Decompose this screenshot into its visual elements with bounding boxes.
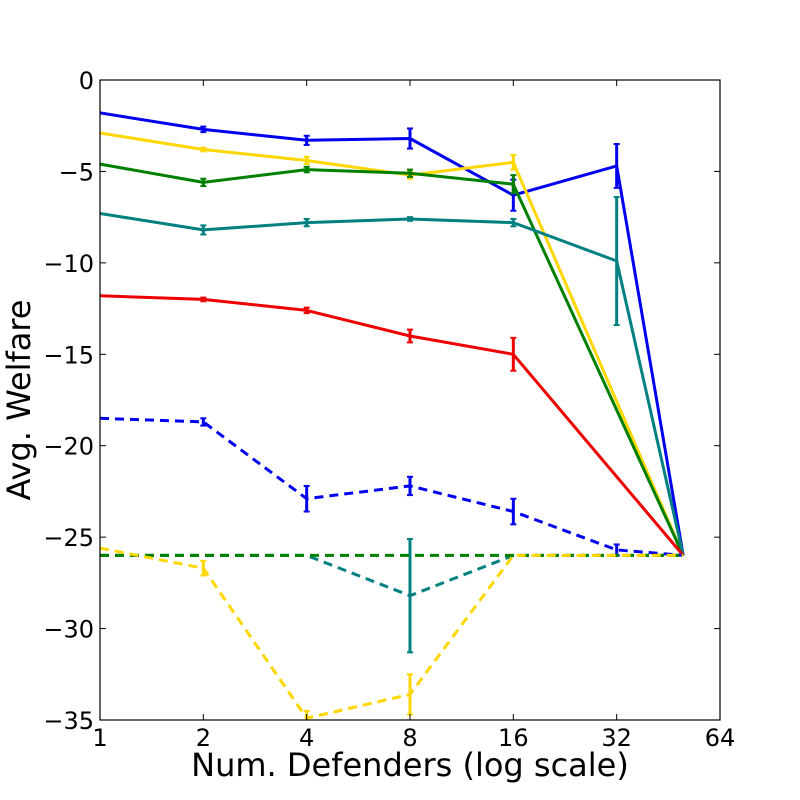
x-tick-label: 1 bbox=[92, 724, 107, 752]
y-tick-label: −25 bbox=[43, 524, 94, 552]
x-tick-label: 64 bbox=[705, 724, 736, 752]
y-tick-label: −5 bbox=[59, 158, 94, 186]
x-tick-label: 2 bbox=[196, 724, 211, 752]
y-tick-label: −20 bbox=[43, 433, 94, 461]
x-tick-label: 8 bbox=[402, 724, 417, 752]
series-line-green-solid bbox=[100, 162, 685, 557]
series-green-solid bbox=[100, 162, 685, 557]
x-tick-label: 32 bbox=[601, 724, 632, 752]
y-tick-label: −30 bbox=[43, 616, 94, 644]
y-tick-label: −35 bbox=[43, 707, 94, 735]
y-tick-label: 0 bbox=[79, 67, 94, 95]
series-red-solid bbox=[100, 294, 685, 557]
series-layer bbox=[100, 111, 685, 720]
series-blue-dashed bbox=[100, 416, 684, 557]
series-line-red-solid bbox=[100, 294, 685, 557]
x-tick-label: 4 bbox=[299, 724, 314, 752]
series-blue-solid bbox=[100, 111, 685, 556]
y-tick-label: −15 bbox=[43, 341, 94, 369]
y-axis-title: Avg. Welfare bbox=[0, 300, 38, 501]
series-line-yellow-solid bbox=[100, 131, 685, 556]
x-tick-label: 16 bbox=[498, 724, 529, 752]
series-teal-solid bbox=[100, 196, 685, 556]
tick-layer: 1 2 4 8 16 32 64 0 −5 −10 −15 −20 −25 −30 −35 bbox=[43, 67, 735, 752]
x-axis-title: Num. Defenders (log scale) bbox=[191, 746, 629, 784]
y-tick-label: −10 bbox=[43, 250, 94, 278]
